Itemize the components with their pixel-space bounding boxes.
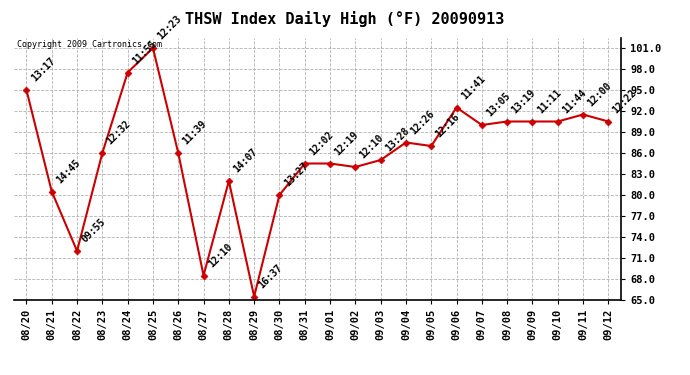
Text: 12:10: 12:10 <box>358 133 386 160</box>
Text: 13:17: 13:17 <box>29 56 57 84</box>
Text: 13:19: 13:19 <box>510 87 538 115</box>
Text: 09:55: 09:55 <box>79 217 108 244</box>
Text: 16:37: 16:37 <box>257 262 284 290</box>
Text: Copyright 2009 Cartronics.com: Copyright 2009 Cartronics.com <box>17 40 162 49</box>
Text: 12:10: 12:10 <box>206 241 234 269</box>
Text: 12:26: 12:26 <box>408 108 436 136</box>
Text: 12:32: 12:32 <box>105 118 132 147</box>
Text: 11:55: 11:55 <box>130 38 158 66</box>
Text: 13:05: 13:05 <box>484 91 512 118</box>
Text: 12:16: 12:16 <box>434 112 462 140</box>
Text: 14:45: 14:45 <box>55 157 82 185</box>
Text: 13:28: 13:28 <box>383 126 411 153</box>
Text: 11:39: 11:39 <box>181 118 208 147</box>
Text: 11:41: 11:41 <box>459 73 487 101</box>
Text: 11:11: 11:11 <box>535 87 563 115</box>
Text: 13:27: 13:27 <box>282 160 310 189</box>
Text: 12:02: 12:02 <box>307 129 335 157</box>
Text: 12:22: 12:22 <box>611 87 639 115</box>
Text: 12:00: 12:00 <box>586 80 613 108</box>
Text: 12:23: 12:23 <box>155 13 184 42</box>
Text: 14:07: 14:07 <box>231 147 259 174</box>
Text: THSW Index Daily High (°F) 20090913: THSW Index Daily High (°F) 20090913 <box>186 11 504 27</box>
Text: 11:44: 11:44 <box>560 87 588 115</box>
Text: 12:19: 12:19 <box>333 129 360 157</box>
